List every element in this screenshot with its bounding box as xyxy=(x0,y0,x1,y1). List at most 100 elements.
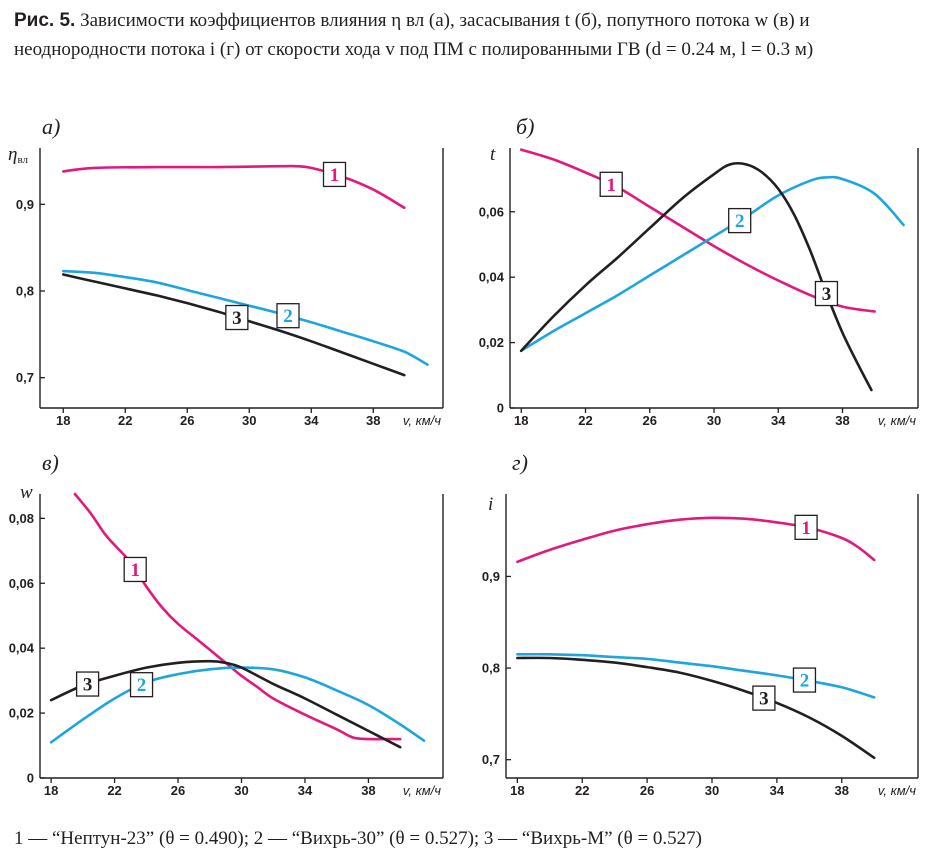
x-tick-label: 18 xyxy=(514,413,528,428)
y-tick-label: 0,04 xyxy=(479,270,505,285)
panel-label: в) xyxy=(42,450,59,475)
y-tick-label: 0,04 xyxy=(9,641,35,656)
series-tag-label: 1 xyxy=(330,165,340,186)
y-axis-label: w xyxy=(20,482,33,503)
series-tag-box xyxy=(129,672,154,698)
x-tick-label: 26 xyxy=(640,783,654,798)
y-tick-label: 0,8 xyxy=(16,284,34,299)
series-1-tag: 1 xyxy=(599,171,623,197)
x-tick-label: 18 xyxy=(44,783,58,798)
y-tick-label: 0,7 xyxy=(482,752,500,767)
series-tag-box xyxy=(123,556,147,583)
series-tag-label: 1 xyxy=(801,518,811,539)
panel-b: б) t 18 22 26 30 34 38 v, км/ч 0 0,02 0,04 0,06 1 2 3 xyxy=(479,114,919,428)
panel-label: г) xyxy=(512,450,528,475)
y-tick-label: 0 xyxy=(497,401,504,416)
series-tag-box xyxy=(752,685,776,711)
series-tag-box xyxy=(322,161,347,188)
series-tag-box xyxy=(225,304,249,331)
x-axis-label: v, км/ч xyxy=(878,413,916,428)
series-tag-label: 1 xyxy=(606,175,616,196)
series-tag-box xyxy=(814,280,839,307)
series-2-tag: 2 xyxy=(129,672,154,698)
y-tick-label: 0,06 xyxy=(9,576,34,591)
series-3-tag: 3 xyxy=(752,685,776,711)
x-axis-label: v, км/ч xyxy=(403,783,441,798)
series-tag-box xyxy=(599,171,623,197)
x-tick-label: 34 xyxy=(770,783,785,798)
x-tick-label: 38 xyxy=(835,413,849,428)
figure-caption: Рис. 5. Зависимости коэффициентов влияни… xyxy=(14,6,919,64)
series-3-tag: 3 xyxy=(75,671,100,697)
series-3-line xyxy=(519,161,873,392)
figure-legend: 1 — “Нептун-23” (θ = 0.490); 2 — “Вихрь-… xyxy=(14,828,702,849)
series-2-tag: 2 xyxy=(792,667,817,693)
series-tag-box xyxy=(276,303,300,329)
y-tick-label: 0,7 xyxy=(16,370,34,385)
x-tick-label: 18 xyxy=(56,413,70,428)
x-tick-label: 30 xyxy=(705,783,719,798)
series-1-tag: 1 xyxy=(123,556,147,583)
series-3-line xyxy=(49,659,402,749)
x-tick-label: 22 xyxy=(578,413,592,428)
panel-label: а) xyxy=(42,114,60,139)
x-axis-label: v, км/ч xyxy=(878,783,916,798)
series-tag-label: 2 xyxy=(735,211,745,232)
y-tick-label: 0,02 xyxy=(9,706,34,721)
series-tag-box xyxy=(75,671,100,697)
series-3-tag: 3 xyxy=(225,304,249,331)
series-2-line xyxy=(62,269,429,366)
y-tick-label: 0,9 xyxy=(16,197,34,212)
series-tag-label: 1 xyxy=(130,560,140,581)
x-tick-label: 22 xyxy=(575,783,589,798)
x-tick-label: 34 xyxy=(298,783,313,798)
y-tick-label: 0,06 xyxy=(479,204,504,219)
series-tag-box xyxy=(792,667,817,693)
caption-text: Зависимости коэффициентов влияния η вл (… xyxy=(14,10,814,60)
series-2-tag: 2 xyxy=(276,303,300,329)
series-1-line xyxy=(516,516,876,564)
panel-label: б) xyxy=(516,114,534,139)
x-axis-label: v, км/ч xyxy=(403,413,441,428)
x-tick-label: 38 xyxy=(835,783,849,798)
series-tag-label: 3 xyxy=(759,689,769,710)
x-tick-label: 38 xyxy=(366,413,380,428)
x-tick-label: 34 xyxy=(771,413,786,428)
series-tag-label: 3 xyxy=(232,308,242,329)
y-axis-label: t xyxy=(490,144,496,165)
series-tag-label: 2 xyxy=(137,675,147,696)
y-tick-label: 0,9 xyxy=(482,569,500,584)
x-tick-label: 22 xyxy=(118,413,132,428)
panel-g: г) i 18 22 26 30 34 38 v, км/ч 0,7 0,8 0,9 1 2 3 xyxy=(482,450,919,798)
x-tick-label: 30 xyxy=(234,783,248,798)
series-1-line xyxy=(73,492,402,741)
panel-v: в) w 18 22 26 30 34 38 v, км/ч 0 0,02 0,04 0,06 0,08 1… xyxy=(9,450,444,798)
x-tick-label: 26 xyxy=(643,413,657,428)
series-tag-label: 3 xyxy=(822,284,832,305)
panel-a: а) ηвл 18 22 26 30 34 38 v, км/ч 0,7 0,8 0,9 1 2 3 xyxy=(8,114,444,428)
x-tick-label: 38 xyxy=(361,783,375,798)
y-tick-label: 0 xyxy=(27,771,34,786)
series-tag-label: 3 xyxy=(83,675,93,696)
x-tick-label: 30 xyxy=(707,413,721,428)
x-tick-label: 26 xyxy=(171,783,185,798)
y-axis-label: ηвл xyxy=(8,144,28,166)
y-tick-label: 0,8 xyxy=(482,661,500,676)
series-1-tag: 1 xyxy=(794,514,818,540)
series-3-line xyxy=(516,656,876,760)
series-1-tag: 1 xyxy=(322,161,347,188)
y-tick-label: 0,08 xyxy=(9,511,34,526)
x-tick-label: 34 xyxy=(304,413,319,428)
series-3-tag: 3 xyxy=(814,280,839,307)
series-tag-box xyxy=(794,514,818,540)
x-tick-label: 30 xyxy=(242,413,256,428)
y-tick-label: 0,02 xyxy=(479,335,504,350)
figure-number: Рис. 5. xyxy=(14,10,76,31)
series-1-line xyxy=(519,148,876,313)
y-axis-label-subscript: вл xyxy=(17,154,28,166)
series-tag-label: 2 xyxy=(283,306,293,327)
series-1-line xyxy=(62,164,406,210)
x-tick-label: 18 xyxy=(510,783,524,798)
series-tag-label: 2 xyxy=(800,671,810,692)
